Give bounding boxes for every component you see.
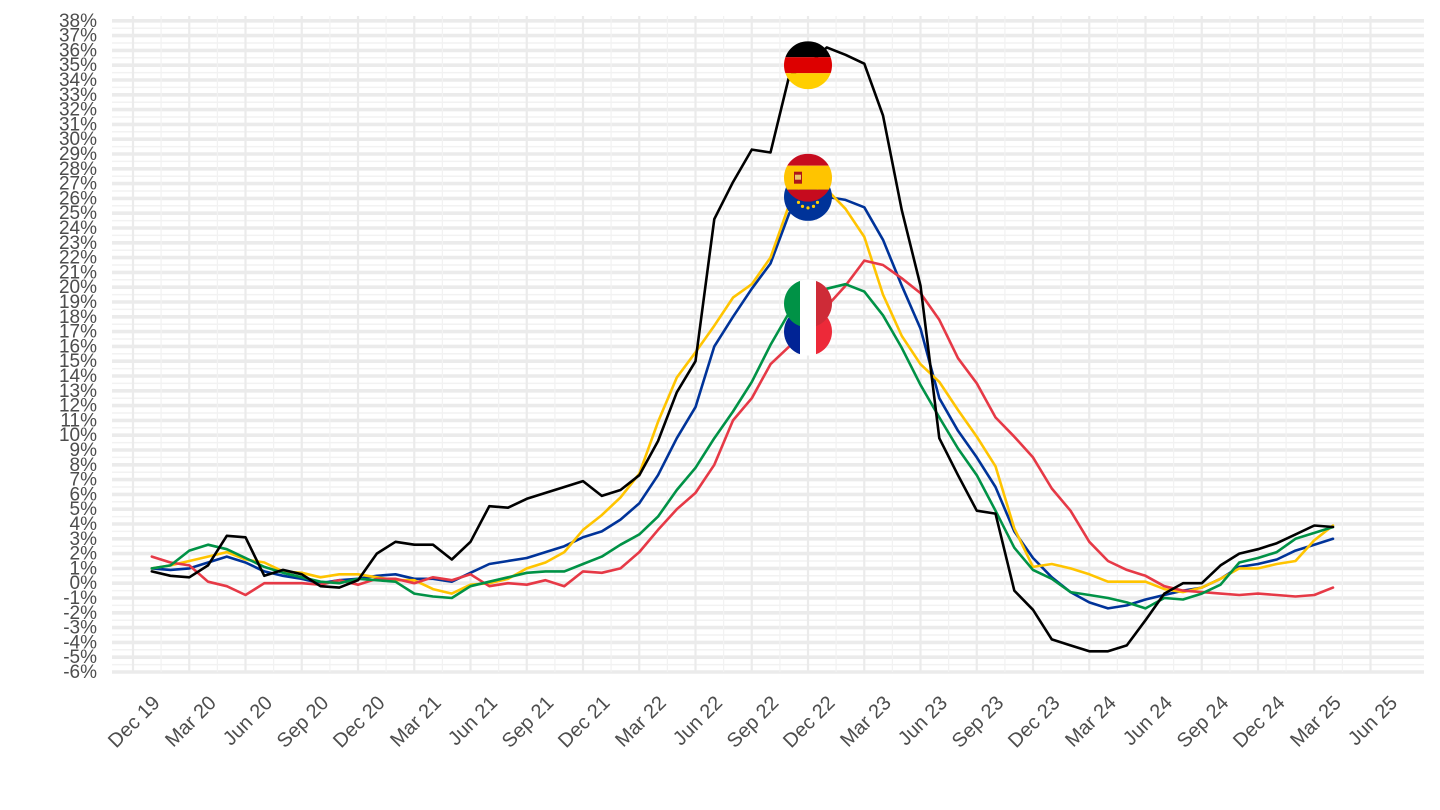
- flag-markers: [784, 41, 832, 356]
- x-tick-label: Jun 23: [894, 692, 952, 750]
- y-tick-label: 29%: [59, 144, 97, 165]
- y-tick-label: 3%: [70, 529, 98, 550]
- y-tick-label: 8%: [70, 455, 98, 476]
- y-tick-label: 6%: [70, 484, 98, 505]
- y-tick-label: 32%: [59, 100, 97, 121]
- y-tick-label: 30%: [59, 129, 97, 150]
- y-tick-label: 20%: [59, 277, 97, 298]
- y-tick-label: 12%: [59, 396, 97, 417]
- grid: [112, 16, 1424, 674]
- y-tick-label: 5%: [70, 499, 98, 520]
- x-tick-label: Mar 21: [386, 692, 446, 752]
- y-tick-label: 21%: [59, 262, 97, 283]
- y-tick-label: -5%: [63, 647, 97, 668]
- series-line-de: [150, 46, 1335, 653]
- x-tick-label: Jun 20: [219, 692, 277, 750]
- x-tick-label: Dec 20: [329, 692, 389, 752]
- x-tick-label: Dec 24: [1229, 692, 1289, 752]
- spain-flag: [784, 153, 832, 202]
- y-tick-label: 22%: [59, 248, 97, 269]
- series-line-es: [150, 176, 1335, 595]
- y-tick-label: 2%: [70, 544, 98, 565]
- x-tick-label: Sep 23: [948, 692, 1008, 752]
- y-tick-label: 36%: [59, 40, 97, 61]
- y-tick-label: 35%: [59, 55, 97, 76]
- y-tick-label: 33%: [59, 85, 97, 106]
- y-tick-label: 15%: [59, 351, 97, 372]
- y-tick-label: 18%: [59, 307, 97, 328]
- x-tick-label: Sep 21: [498, 692, 558, 752]
- y-tick-label: 24%: [59, 218, 97, 239]
- y-tick-label: -1%: [63, 588, 97, 609]
- series-line-it: [150, 282, 1335, 610]
- y-tick-label: 31%: [59, 114, 97, 135]
- y-tick-label: 27%: [59, 174, 97, 195]
- series-line-fr: [150, 259, 1335, 598]
- x-tick-label: Mar 20: [161, 692, 221, 752]
- y-tick-label: 34%: [59, 70, 97, 91]
- x-tick-label: Jun 21: [444, 692, 502, 750]
- y-tick-label: 1%: [70, 558, 98, 579]
- y-tick-label: 7%: [70, 470, 98, 491]
- x-tick-label: Jun 24: [1119, 692, 1177, 750]
- x-tick-label: Sep 20: [273, 692, 333, 752]
- series-line-eu: [150, 195, 1335, 610]
- y-tick-label: 11%: [60, 410, 97, 431]
- x-tick-label: Dec 23: [1004, 692, 1064, 752]
- y-tick-label: -6%: [63, 662, 97, 683]
- y-tick-label: 37%: [59, 26, 97, 47]
- x-tick-label: Mar 23: [836, 692, 896, 752]
- y-tick-label: 25%: [59, 203, 97, 224]
- y-tick-label: 28%: [59, 159, 97, 180]
- x-tick-label: Dec 21: [554, 692, 614, 752]
- y-tick-label: -2%: [63, 603, 97, 624]
- y-tick-label: 17%: [59, 322, 97, 343]
- y-tick-label: 23%: [59, 233, 97, 254]
- x-tick-label: Jun 25: [1344, 692, 1402, 750]
- y-tick-label: 16%: [59, 336, 97, 357]
- y-tick-label: 0%: [70, 573, 98, 594]
- y-tick-label: 4%: [70, 514, 98, 535]
- y-tick-label: 19%: [59, 292, 97, 313]
- y-axis: -6%-5%-4%-3%-2%-1%0%1%2%3%4%5%6%7%8%9%10…: [59, 11, 97, 683]
- x-tick-label: Mar 22: [611, 692, 671, 752]
- x-tick-label: Dec 22: [779, 692, 839, 752]
- y-tick-label: 26%: [59, 188, 97, 209]
- italy-flag: [784, 279, 832, 328]
- x-tick-label: Jun 22: [669, 692, 727, 750]
- y-tick-label: 14%: [59, 366, 97, 387]
- series-lines: [150, 46, 1335, 653]
- y-tick-label: 10%: [59, 425, 97, 446]
- x-tick-label: Sep 24: [1173, 692, 1233, 752]
- y-tick-label: 13%: [59, 381, 97, 402]
- y-tick-label: -4%: [63, 632, 97, 653]
- x-tick-label: Sep 22: [723, 692, 783, 752]
- x-tick-label: Mar 25: [1286, 692, 1346, 752]
- x-tick-label: Dec 19: [104, 692, 164, 752]
- y-tick-label: -3%: [63, 618, 97, 639]
- y-tick-label: 9%: [70, 440, 98, 461]
- germany-flag: [784, 41, 832, 90]
- x-tick-label: Mar 24: [1061, 692, 1121, 752]
- y-tick-label: 38%: [59, 11, 97, 32]
